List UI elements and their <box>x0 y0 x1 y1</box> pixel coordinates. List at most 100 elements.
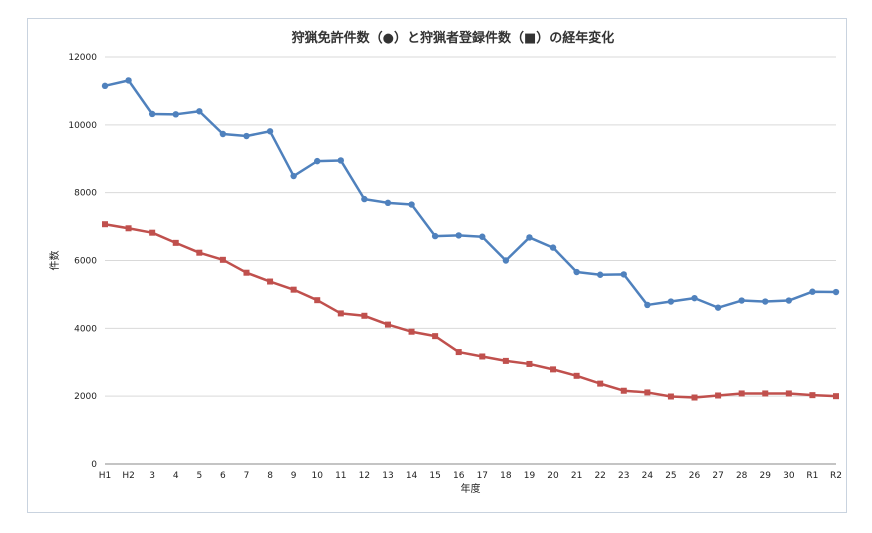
data-point <box>408 201 415 208</box>
y-axis-ticks: 0 2000 4000 6000 8000 10000 12000 <box>68 53 97 470</box>
data-point <box>573 268 580 276</box>
series-line <box>104 222 837 399</box>
x-tick-label: 12 <box>359 471 370 481</box>
data-point <box>596 271 604 278</box>
x-axis-ticks: H1 H2 3 4 5 6 7 8 9 10 11 12 13 14 15 16 17 18 19 20 21 22 23 2… <box>99 471 842 481</box>
x-tick-label: R2 <box>830 471 842 481</box>
x-tick-label: 3 <box>149 471 155 481</box>
data-point <box>361 312 368 319</box>
data-point <box>431 232 439 240</box>
data-point <box>620 271 627 278</box>
x-tick-label: 14 <box>406 471 418 481</box>
data-point <box>549 244 557 251</box>
data-point <box>243 132 250 140</box>
data-point <box>196 108 203 115</box>
x-tick-label: 30 <box>783 471 795 481</box>
data-point <box>432 333 439 340</box>
data-point <box>667 298 675 305</box>
data-point <box>785 390 792 397</box>
x-tick-label: 18 <box>500 471 512 481</box>
line-chart: 狩猟免許件数（●）と狩猟者登録件数（■）の経年変化 0 2000 4000 6000 8… <box>48 30 842 495</box>
data-point <box>809 392 816 399</box>
data-point <box>526 360 533 367</box>
data-point <box>832 288 840 296</box>
x-tick-label: 11 <box>335 471 346 481</box>
data-point <box>314 297 321 304</box>
y-tick-label: 2000 <box>74 392 97 402</box>
series-line <box>104 79 837 309</box>
series-2 <box>102 221 839 401</box>
y-tick-label: 8000 <box>74 189 97 199</box>
data-point <box>502 357 509 364</box>
data-point <box>502 257 510 264</box>
x-tick-label: 24 <box>642 471 654 481</box>
data-point <box>573 372 580 379</box>
data-point <box>172 239 179 246</box>
x-tick-label: 17 <box>477 471 488 481</box>
x-tick-label: 10 <box>311 471 323 481</box>
x-tick-label: 20 <box>547 471 559 481</box>
data-point <box>219 130 227 138</box>
data-point <box>172 111 179 118</box>
data-point <box>102 221 108 228</box>
data-point <box>479 353 486 360</box>
data-point <box>691 394 698 401</box>
y-tick-label: 12000 <box>68 53 97 63</box>
x-tick-label: 23 <box>618 471 629 481</box>
x-axis-label: 年度 <box>461 482 481 495</box>
data-point <box>266 128 274 135</box>
data-point <box>738 297 745 304</box>
x-tick-label: 9 <box>291 471 297 481</box>
x-tick-label: 15 <box>429 471 440 481</box>
series-1 <box>101 77 840 311</box>
series-layer <box>101 77 840 401</box>
x-tick-label: 16 <box>453 471 465 481</box>
data-point <box>762 298 769 305</box>
data-point <box>714 304 722 311</box>
x-tick-label: 22 <box>594 471 605 481</box>
x-tick-label: 21 <box>571 471 582 481</box>
data-point <box>620 387 627 394</box>
x-tick-label: 19 <box>524 471 536 481</box>
x-tick-label: H1 <box>99 471 112 481</box>
data-point <box>479 233 486 240</box>
data-point <box>550 366 557 373</box>
data-point <box>762 390 769 397</box>
data-point <box>337 157 345 164</box>
y-tick-label: 0 <box>91 460 97 470</box>
x-tick-label: 29 <box>760 471 772 481</box>
chart-title: 狩猟免許件数（●）と狩猟者登録件数（■）の経年変化 <box>292 30 615 46</box>
x-tick-label: R1 <box>806 471 818 481</box>
data-point <box>125 77 132 84</box>
x-tick-label: 5 <box>196 471 202 481</box>
data-point <box>833 393 839 400</box>
data-point <box>644 389 651 396</box>
x-tick-label: 6 <box>220 471 226 481</box>
data-point <box>785 297 793 304</box>
data-point <box>101 82 109 90</box>
x-tick-label: 27 <box>712 471 723 481</box>
data-point <box>125 225 132 232</box>
data-point <box>597 380 604 387</box>
data-point <box>149 229 156 236</box>
y-axis-label: 件数 <box>48 251 61 271</box>
data-point <box>455 349 462 356</box>
data-point <box>361 195 368 203</box>
data-point <box>644 301 651 309</box>
chart-frame: 狩猟免許件数（●）と狩猟者登録件数（■）の経年変化 0 2000 4000 6000 8… <box>27 18 847 513</box>
data-point <box>667 393 674 400</box>
x-tick-label: H2 <box>122 471 135 481</box>
data-point <box>408 328 415 335</box>
x-tick-label: 26 <box>689 471 701 481</box>
data-point <box>384 199 392 207</box>
data-point <box>526 234 533 241</box>
x-tick-label: 25 <box>665 471 676 481</box>
data-point <box>290 172 297 180</box>
y-tick-label: 4000 <box>74 324 97 334</box>
x-tick-label: 28 <box>736 471 748 481</box>
data-point <box>691 294 698 302</box>
data-point <box>148 110 156 118</box>
x-tick-label: 4 <box>173 471 179 481</box>
data-point <box>337 310 344 317</box>
data-point <box>384 321 391 328</box>
